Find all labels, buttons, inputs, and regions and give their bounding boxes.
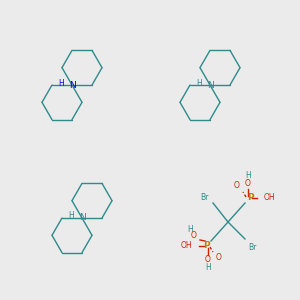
Text: H: H xyxy=(58,79,64,88)
Text: O: O xyxy=(245,179,251,188)
Text: OH: OH xyxy=(180,242,192,250)
Text: Br: Br xyxy=(248,242,256,251)
Text: P: P xyxy=(203,242,209,250)
Text: OH: OH xyxy=(264,194,276,202)
Text: O: O xyxy=(191,232,197,241)
Text: N: N xyxy=(69,80,75,89)
Text: H: H xyxy=(245,172,251,181)
Text: H: H xyxy=(196,79,202,88)
Text: N: N xyxy=(207,80,213,89)
Text: O: O xyxy=(216,254,222,262)
Text: H: H xyxy=(205,263,211,272)
Text: P: P xyxy=(247,194,253,202)
Text: N: N xyxy=(79,214,86,223)
Text: Br: Br xyxy=(200,193,208,202)
Text: O: O xyxy=(234,182,240,190)
Text: H: H xyxy=(187,224,193,233)
Text: H: H xyxy=(68,212,74,220)
Text: O: O xyxy=(205,256,211,265)
